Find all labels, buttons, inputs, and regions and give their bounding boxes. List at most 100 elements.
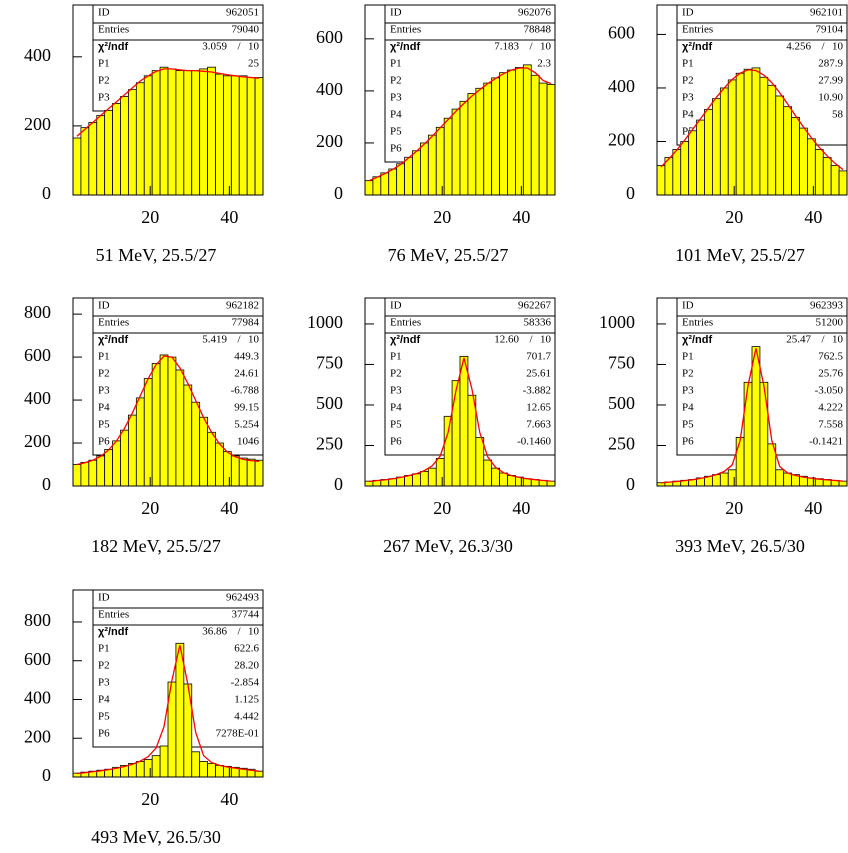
- y-tick-label: 200: [24, 726, 51, 746]
- histogram-bar: [791, 116, 800, 196]
- histogram-bar: [88, 459, 98, 487]
- histogram-bar: [215, 442, 224, 487]
- histogram-bar: [467, 394, 477, 487]
- stats-value: 12.60: [494, 334, 519, 346]
- histogram-bar: [546, 480, 556, 487]
- histogram-bar: [191, 70, 201, 196]
- stats-label: P4: [682, 402, 694, 414]
- stats-label: P5: [98, 419, 110, 431]
- stats-value: 962267: [518, 300, 552, 312]
- x-tick-label: 20: [725, 207, 743, 227]
- histogram-bar: [120, 96, 129, 196]
- histogram-bar: [388, 478, 398, 487]
- stats-label: P1: [390, 351, 402, 363]
- stats-label: ID: [682, 7, 694, 19]
- histogram-bar: [72, 137, 82, 196]
- y-tick-label: 600: [608, 23, 635, 43]
- histogram-bar: [538, 82, 548, 196]
- x-tick-label: 20: [141, 207, 159, 227]
- stats-label: Entries: [98, 24, 129, 36]
- stats-label: P3: [98, 92, 110, 104]
- panel: ID 962393 Entries 51200 χ²/ndf 25.47 / 10 P1 762.…: [599, 297, 848, 556]
- y-tick-label: 0: [334, 183, 343, 203]
- histogram-bar: [159, 66, 169, 196]
- stats-ndf: 10: [248, 334, 260, 346]
- fit-curve: [76, 355, 260, 466]
- x-tick-label: 40: [220, 789, 238, 809]
- stats-label: P5: [390, 126, 402, 138]
- stats-value: 58336: [524, 317, 552, 329]
- histogram-bar: [483, 82, 493, 196]
- histogram-bar: [727, 469, 737, 487]
- histogram-bar: [104, 449, 113, 487]
- histogram-bar: [680, 141, 690, 196]
- stats-label: χ²/ndf: [98, 41, 128, 53]
- stats-label: χ²/ndf: [390, 41, 420, 53]
- caption: 51 MeV, 25.5/27: [96, 245, 217, 265]
- caption: 393 MeV, 26.5/30: [675, 536, 805, 556]
- stats-label: P2: [98, 75, 110, 87]
- y-tick-label: 200: [24, 114, 51, 134]
- histogram-bar: [143, 75, 153, 196]
- x-tick-label: 20: [433, 498, 451, 518]
- y-tick-label: 800: [24, 610, 51, 630]
- stats-value: 962076: [518, 7, 552, 19]
- y-tick-label: 200: [316, 131, 343, 151]
- histogram-bar: [72, 464, 82, 487]
- histogram-bar: [175, 369, 185, 487]
- histogram-bar: [522, 64, 532, 196]
- axis-frame: [72, 4, 264, 196]
- histogram-bar: [238, 75, 248, 196]
- stats-label: P4: [390, 109, 402, 121]
- histogram-bar: [427, 134, 437, 196]
- histogram-bar: [656, 165, 666, 196]
- histogram-bar: [96, 455, 106, 487]
- histogram-bar: [822, 157, 832, 196]
- stats-label: P3: [390, 92, 402, 104]
- y-tick-label: 600: [316, 27, 343, 47]
- fit-curve: [76, 68, 260, 137]
- histogram-bar: [412, 150, 421, 196]
- stats-value: 78848: [524, 24, 552, 36]
- histogram-bar: [475, 87, 485, 196]
- axis-frame: [72, 297, 264, 487]
- stats-label: P2: [98, 660, 110, 672]
- histogram-bar: [507, 69, 516, 196]
- stats-label: P2: [682, 75, 694, 87]
- x-tick-label: 40: [512, 207, 530, 227]
- histogram-bar: [743, 68, 753, 196]
- stats-value: 4.256: [786, 41, 811, 53]
- histogram-bar: [735, 72, 745, 196]
- histogram-bar: [207, 66, 216, 196]
- histogram-bar: [712, 98, 721, 196]
- histogram-bar: [451, 380, 461, 487]
- panel: ID 962182 Entries 77984 χ²/ndf 5.419 / 10 P1 449.…: [24, 297, 264, 556]
- stats-value: 4.442: [234, 711, 259, 723]
- histogram-bar: [159, 745, 169, 778]
- x-tick-label: 20: [433, 207, 451, 227]
- stats-label: χ²/ndf: [682, 334, 712, 346]
- histogram-bar: [388, 168, 398, 196]
- stats-value: 7.663: [526, 419, 551, 431]
- stats-value: 2.3: [537, 58, 551, 70]
- y-tick-label: 1000: [307, 312, 343, 332]
- stats-label: P1: [98, 58, 110, 70]
- histogram-bar: [459, 355, 469, 487]
- histogram-bar: [499, 72, 508, 196]
- histogram-bar: [404, 475, 413, 487]
- stats-value: 24.61: [234, 368, 259, 380]
- stats-label: P5: [98, 711, 110, 723]
- histogram-bar: [199, 416, 208, 487]
- x-tick-label: 40: [512, 498, 530, 518]
- stats-value: 37744: [232, 609, 260, 621]
- x-tick-label: 40: [220, 207, 238, 227]
- stats-label: P5: [390, 419, 402, 431]
- y-tick-label: 500: [316, 393, 343, 413]
- stats-label: P2: [390, 368, 402, 380]
- stats-value: -2.854: [231, 677, 260, 689]
- histogram-bar: [238, 457, 248, 487]
- histogram-bar: [491, 77, 500, 196]
- histogram-bar: [767, 84, 777, 196]
- caption: 493 MeV, 26.5/30: [91, 827, 221, 847]
- caption: 182 MeV, 25.5/27: [91, 536, 221, 556]
